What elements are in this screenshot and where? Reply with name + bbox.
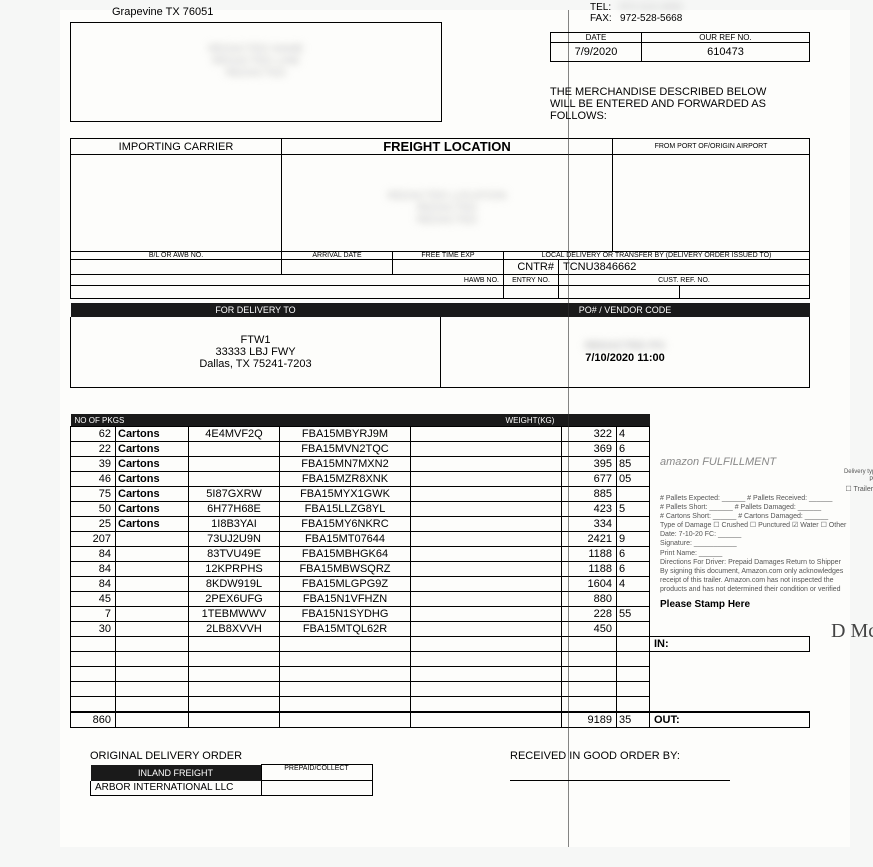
fax-label: FAX:: [590, 13, 612, 24]
entry-label: ENTRY NO.: [504, 275, 559, 286]
tel-value: 972-213-1003: [619, 2, 681, 13]
cntr-label: CNTR#: [504, 260, 559, 275]
sender-box: REDACTED NAMEREDACTED LINEREDACTED: [70, 22, 442, 122]
signature-line: [510, 780, 730, 781]
received-label: RECEIVED IN GOOD ORDER BY:: [510, 750, 680, 762]
custref-label: CUST. REF. NO.: [559, 275, 810, 286]
desc-line1: THE MERCHANDISE DESCRIBED BELOW: [550, 86, 766, 98]
ref-value: 610473: [642, 43, 810, 62]
local-delivery-label: LOCAL DELIVERY OR TRANSFER BY (DELIVERY …: [504, 252, 810, 260]
pkgs-label: NO OF PKGS: [71, 414, 411, 427]
company-name: ARBOR INTERNATIONAL LLC: [91, 781, 262, 796]
freight-location-box: REDACTED LOCATIONREDACTEDREDACTED: [282, 155, 613, 252]
from-port-label: FROM PORT OF/ORIGIN AIRPORT: [613, 139, 810, 155]
po-vendor-label: PO# / VENDOR CODE: [441, 303, 810, 317]
original-delivery-label: ORIGINAL DELIVERY ORDER: [90, 750, 850, 762]
po-box: REDACTED PO 7/10/2020 11:00: [441, 317, 810, 388]
from-port-box: [613, 155, 810, 252]
freight-location-label: FREIGHT LOCATION: [282, 139, 613, 155]
for-delivery-label: FOR DELIVERY TO: [71, 303, 441, 317]
desc-line2: WILL BE ENTERED AND FORWARDED AS: [550, 98, 766, 110]
handwritten-signature: D Mcnep: [831, 620, 873, 643]
sender-address: Grapevine TX 76051: [112, 6, 213, 18]
arrival-label: ARRIVAL DATE: [282, 252, 393, 260]
date-ref-table: DATE OUR REF NO. 7/9/2020 610473: [550, 32, 810, 62]
date-value: 7/9/2020: [551, 43, 642, 62]
prepaid-collect-label: PREPAID/COLLECT: [261, 765, 372, 781]
weight-label: WEIGHT(KG): [411, 414, 650, 427]
receiving-stamp: amazon FULFILLMENT Delivery type (circle…: [660, 455, 873, 611]
fax-value: 972-528-5668: [620, 13, 682, 24]
carrier-table: IMPORTING CARRIER FREIGHT LOCATION FROM …: [70, 138, 810, 252]
scan-fold-line: [568, 10, 569, 847]
bl-label: B/L OR AWB NO.: [71, 252, 282, 260]
tel-label: TEL:: [590, 2, 611, 13]
cntr-value: TCNU3846662: [559, 260, 810, 275]
hawb-label: HAWB NO.: [71, 275, 504, 286]
importing-carrier-box: [71, 155, 282, 252]
delivery-address: FTW1 33333 LBJ FWY Dallas, TX 75241-7203: [71, 317, 441, 388]
desc-line3: FOLLOWS:: [550, 110, 766, 122]
inland-freight-label: INLAND FREIGHT: [91, 765, 262, 781]
date-label: DATE: [551, 33, 642, 43]
freetime-label: FREE TIME EXP: [393, 252, 504, 260]
importing-carrier-label: IMPORTING CARRIER: [71, 139, 282, 155]
ref-label: OUR REF NO.: [642, 33, 810, 43]
